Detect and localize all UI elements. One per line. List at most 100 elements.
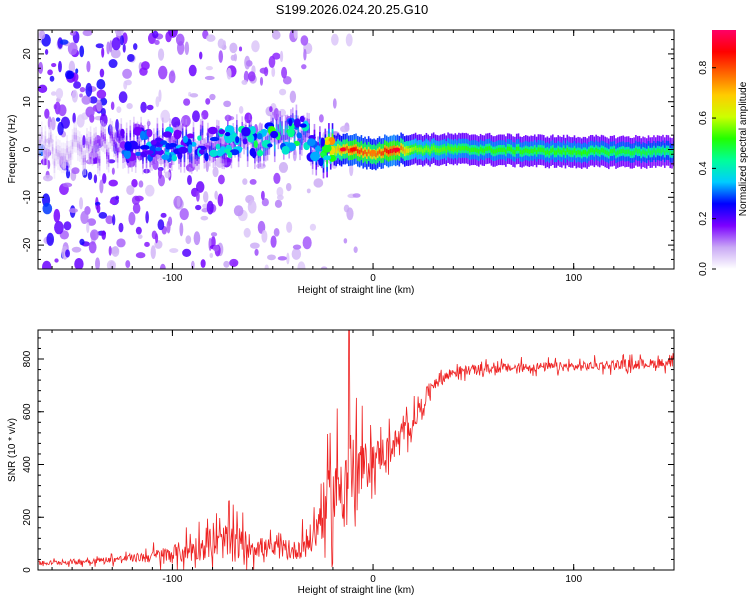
- noise-blob: [118, 91, 128, 104]
- ridge-cell: [102, 134, 105, 140]
- colorbar-tick-label: 0.4: [698, 161, 709, 175]
- ridge-cell: [420, 147, 422, 152]
- ridge-cell: [96, 156, 99, 161]
- ridge-cell: [78, 144, 81, 149]
- noise-blob: [49, 75, 55, 82]
- noise-blob: [106, 260, 117, 269]
- noise-blob: [115, 119, 119, 132]
- ridge-cell: [622, 148, 625, 153]
- ridge-cell: [662, 147, 664, 153]
- noise-blob: [200, 215, 209, 221]
- noise-blob: [96, 204, 101, 214]
- noise-blob: [349, 163, 354, 177]
- ridge-blob: [320, 137, 325, 147]
- noise-blob: [157, 167, 163, 179]
- ridge-blob: [242, 138, 248, 145]
- ridge-cell: [515, 146, 518, 152]
- noise-blob: [184, 41, 190, 55]
- noise-blob: [205, 98, 211, 105]
- ridge-cell: [98, 158, 101, 164]
- ridge-blob: [314, 145, 321, 153]
- noise-blob: [331, 33, 339, 46]
- ridge-cell: [263, 148, 265, 154]
- ridge-cell: [593, 149, 596, 154]
- noise-blob: [169, 248, 179, 253]
- noise-blob: [209, 93, 216, 101]
- ridge-cell: [156, 130, 159, 136]
- ridge-cell: [335, 148, 337, 154]
- noise-blob: [124, 79, 132, 86]
- ridge-blob: [261, 128, 267, 136]
- noise-blob: [318, 114, 324, 123]
- noise-blob: [131, 178, 138, 188]
- noise-blob: [279, 88, 287, 96]
- ridge-cell: [366, 152, 368, 157]
- ridge-blob: [256, 133, 263, 140]
- noise-blob: [301, 64, 307, 70]
- noise-blob: [57, 121, 64, 136]
- y-tick-label: -20: [22, 237, 33, 252]
- noise-blob: [110, 48, 121, 59]
- noise-blob: [195, 190, 200, 202]
- noise-blob: [230, 54, 236, 61]
- ridge-cell: [39, 139, 41, 145]
- noise-blob: [223, 260, 230, 268]
- noise-blob: [164, 171, 171, 179]
- noise-blob: [86, 218, 97, 226]
- ridge-cell: [87, 144, 90, 149]
- noise-blob: [42, 260, 52, 269]
- noise-blob: [226, 67, 232, 80]
- ridge-cell: [660, 149, 662, 154]
- noise-blob: [54, 221, 64, 235]
- ridge-cell: [337, 146, 339, 151]
- noise-blob: [261, 230, 268, 243]
- ridge-cell: [524, 148, 527, 153]
- ridge-cell: [62, 155, 65, 160]
- noise-blob: [145, 210, 149, 224]
- noise-blob: [168, 30, 178, 38]
- noise-blob: [150, 245, 156, 260]
- ridge-cell: [523, 149, 525, 154]
- noise-blob: [189, 93, 199, 98]
- ridge-cell: [380, 151, 383, 156]
- ridge-cell: [176, 138, 179, 143]
- noise-blob: [53, 208, 61, 223]
- ridge-cell: [459, 146, 462, 151]
- ridge-cell: [373, 151, 375, 157]
- noise-blob: [68, 208, 78, 214]
- ridge-cell: [611, 149, 614, 154]
- ridge-blob: [171, 154, 178, 162]
- ridge-cell: [346, 146, 348, 151]
- noise-blob: [140, 101, 147, 113]
- noise-blob: [285, 182, 292, 192]
- ridge-cell: [55, 148, 58, 154]
- noise-blob: [135, 252, 146, 259]
- ridge-blob: [287, 127, 295, 138]
- ridge-cell: [638, 149, 641, 154]
- noise-blob: [125, 260, 131, 268]
- ridge-cell: [376, 151, 379, 156]
- noise-blob: [72, 112, 76, 124]
- ridge-cell: [172, 147, 175, 152]
- ridge-cell: [384, 147, 386, 152]
- ridge-peak: [339, 147, 346, 152]
- noise-blob: [247, 200, 257, 214]
- noise-blob: [96, 99, 102, 112]
- ridge-cell: [409, 148, 411, 153]
- noise-blob: [160, 212, 167, 218]
- ridge-cell: [573, 148, 576, 153]
- colorbar-scale: [712, 30, 736, 269]
- spectrogram-x-axis-label: Height of straight line (km): [298, 285, 415, 296]
- colorbar-label: Normalized spectral amplitude: [738, 81, 749, 216]
- ridge-cell: [548, 150, 551, 156]
- noise-blob: [306, 188, 311, 194]
- ridge-cell: [416, 147, 419, 153]
- ridge-cell: [118, 136, 121, 141]
- ridge-cell: [185, 132, 188, 137]
- ridge-cell: [644, 150, 646, 155]
- ridge-cell: [422, 149, 424, 154]
- ridge-cell: [279, 124, 281, 129]
- noise-blob: [79, 93, 83, 98]
- noise-blob: [248, 71, 256, 82]
- ridge-blob: [256, 149, 264, 157]
